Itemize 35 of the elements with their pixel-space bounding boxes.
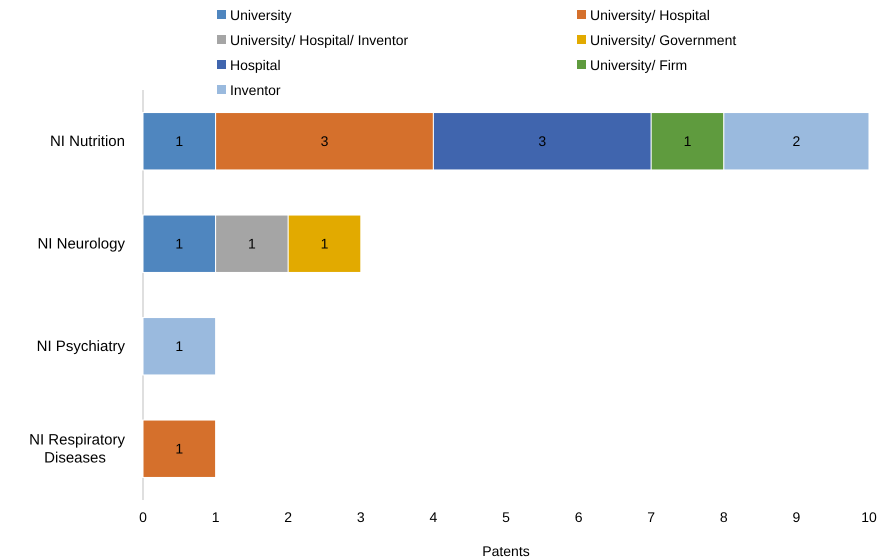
data-label: 1 (248, 236, 256, 252)
x-tick-label: 4 (430, 508, 438, 525)
legend-label: Inventor (230, 82, 281, 98)
data-label: 1 (320, 236, 329, 252)
data-label: 1 (175, 133, 184, 150)
x-tick-label: 6 (574, 508, 583, 525)
legend-label: University/ Government (590, 32, 736, 48)
x-tick-label: 10 (861, 508, 877, 525)
x-tick-label: 9 (792, 508, 800, 525)
data-label: 3 (538, 133, 546, 150)
legend-label: University/ Hospital/ Inventor (230, 32, 409, 48)
y-tick-label: NI Neurology (37, 236, 126, 253)
legend-label: University/ Firm (590, 57, 688, 73)
x-tick-label: 5 (502, 508, 510, 525)
data-label: 1 (175, 236, 184, 252)
data-label: 2 (792, 133, 800, 150)
data-label: 1 (684, 133, 692, 150)
bar (142, 420, 216, 478)
bar (142, 317, 216, 376)
legend-label: University/ Hospital (590, 7, 710, 23)
x-tick-label: 7 (647, 508, 656, 525)
y-tick-label: NI Psychiatry (36, 338, 126, 356)
x-tick-label: 2 (284, 508, 292, 525)
data-label: 3 (320, 133, 329, 150)
y-tick-label: NI Nutrition (50, 133, 125, 150)
x-tick-label: 8 (720, 508, 728, 525)
legend-label: University (230, 7, 292, 23)
data-label: 1 (175, 440, 184, 457)
y-tick-label: NI Respiratory Diseases (29, 431, 126, 466)
legend-label: Hospital (230, 57, 281, 73)
x-axis-title: Patents (482, 543, 530, 558)
data-label: 1 (175, 338, 184, 354)
x-tick-label: 3 (356, 508, 365, 525)
x-tick-label: 1 (212, 508, 220, 525)
x-tick-label: 0 (139, 508, 148, 525)
